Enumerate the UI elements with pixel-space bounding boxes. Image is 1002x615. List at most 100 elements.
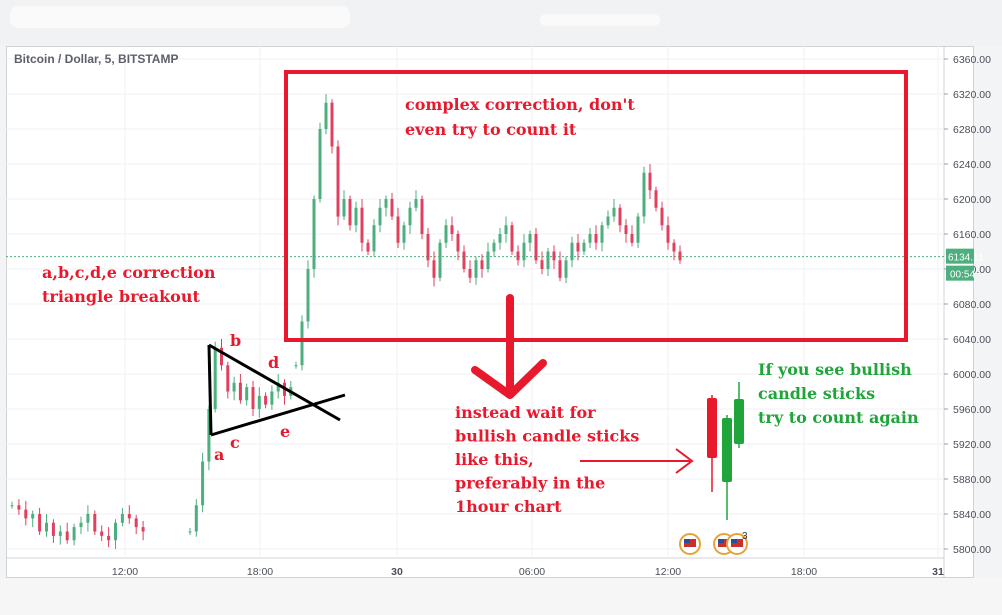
y-tick-label: 6160.00 <box>953 229 991 241</box>
candle-body <box>516 251 520 261</box>
candle-body <box>444 225 448 243</box>
candle-body <box>366 242 370 252</box>
candle-body <box>86 514 90 523</box>
event-badge-count: 3 <box>742 531 748 542</box>
candle-body <box>660 207 664 226</box>
candle-body <box>456 234 460 252</box>
candle-body <box>642 172 646 217</box>
candle-body <box>294 365 298 367</box>
candle-body <box>426 234 430 261</box>
candle-body <box>114 522 117 541</box>
triangle-lower-line <box>210 393 346 437</box>
top-blurred-area <box>0 0 1002 46</box>
candle-body <box>540 260 544 269</box>
wait-text-line: instead wait for <box>455 403 596 422</box>
candle-body <box>134 518 138 528</box>
y-tick-label: 6360.00 <box>953 54 991 66</box>
candle-body <box>576 242 580 252</box>
candle-body <box>300 321 304 366</box>
candle-body <box>552 251 556 261</box>
wait-text-line: preferably in the <box>455 474 605 493</box>
x-tick-label: 30 <box>391 566 403 578</box>
candle-body <box>58 531 62 536</box>
candle-body <box>504 225 508 234</box>
candle-body <box>270 391 274 405</box>
candle-body <box>348 199 352 226</box>
wait-text-line: 1hour chart <box>455 497 562 516</box>
candle-body <box>438 242 442 278</box>
candle-body <box>486 251 490 269</box>
candle-body <box>342 199 346 217</box>
wait-text-line: like this, <box>455 450 534 469</box>
triangle-left-line <box>207 344 213 436</box>
candle-body <box>612 207 616 217</box>
candle-body <box>384 199 388 208</box>
current-price-label: 6134.11 <box>948 253 984 264</box>
bottom-blurred-area <box>0 578 1002 615</box>
countdown-label: 00:54 <box>950 270 975 281</box>
example-candle-bull <box>734 399 744 444</box>
candle-body <box>558 260 562 278</box>
candle-body <box>528 234 532 243</box>
wave-label-c: c <box>230 433 240 452</box>
candle-body <box>432 260 436 278</box>
y-tick-label: 6240.00 <box>953 159 991 171</box>
example-candle-bear <box>707 398 717 458</box>
candle-body <box>330 102 334 147</box>
candle-body <box>450 225 454 234</box>
candle-body <box>72 527 76 541</box>
candle-body <box>534 234 538 261</box>
down-arrow-head <box>471 359 547 399</box>
candle-body <box>336 146 340 217</box>
candle-body <box>492 242 496 252</box>
candle-body <box>194 505 198 532</box>
candle-body <box>10 505 14 507</box>
candle-body <box>245 387 249 401</box>
event-flag-icon <box>718 539 724 543</box>
x-tick-label: 18:00 <box>791 566 817 578</box>
x-tick-label: 31 <box>932 566 944 578</box>
candle-body <box>564 260 568 278</box>
candle-body <box>648 172 652 191</box>
candle-body <box>251 387 255 409</box>
candle-body <box>462 251 466 269</box>
candle-body <box>232 382 236 392</box>
candle-body <box>390 199 394 217</box>
x-tick-label: 06:00 <box>519 566 545 578</box>
candle-body <box>31 514 35 519</box>
example-candle-bull <box>722 418 732 482</box>
candle-body <box>354 207 358 226</box>
chart-title: Bitcoin / Dollar, 5, BITSTAMP <box>14 52 179 66</box>
blurred-text <box>540 14 660 26</box>
box-text-line: even try to count it <box>405 120 577 139</box>
triangle-text-line: a,b,c,d,e correction <box>42 263 216 282</box>
x-tick-label: 18:00 <box>247 566 273 578</box>
candle-body <box>630 234 634 243</box>
candle-body <box>498 234 502 243</box>
candle-body <box>588 234 592 243</box>
candle-body <box>636 216 640 243</box>
event-flag-icon <box>684 539 690 543</box>
y-tick-label: 5880.00 <box>953 474 991 486</box>
candle-body <box>480 260 484 269</box>
candle-body <box>312 199 316 269</box>
candle-body <box>666 225 670 243</box>
candle-body <box>654 190 658 208</box>
correction-box <box>284 70 908 342</box>
grid-lines <box>6 46 945 578</box>
green-text-line: candle sticks <box>758 384 875 403</box>
current-price-tag <box>946 248 974 264</box>
y-tick-label: 6040.00 <box>953 334 991 346</box>
candle-body <box>120 514 124 523</box>
wave-label-b: b <box>230 331 241 350</box>
candle-body <box>624 225 628 234</box>
candle-body <box>213 347 217 409</box>
y-tick-label: 5840.00 <box>953 509 991 521</box>
candle-body <box>600 225 604 243</box>
candle-body <box>510 225 514 252</box>
candle-body <box>408 207 412 226</box>
y-tick-label: 5920.00 <box>953 439 991 451</box>
right-arrow-head <box>675 448 694 474</box>
candle-body <box>570 242 574 261</box>
